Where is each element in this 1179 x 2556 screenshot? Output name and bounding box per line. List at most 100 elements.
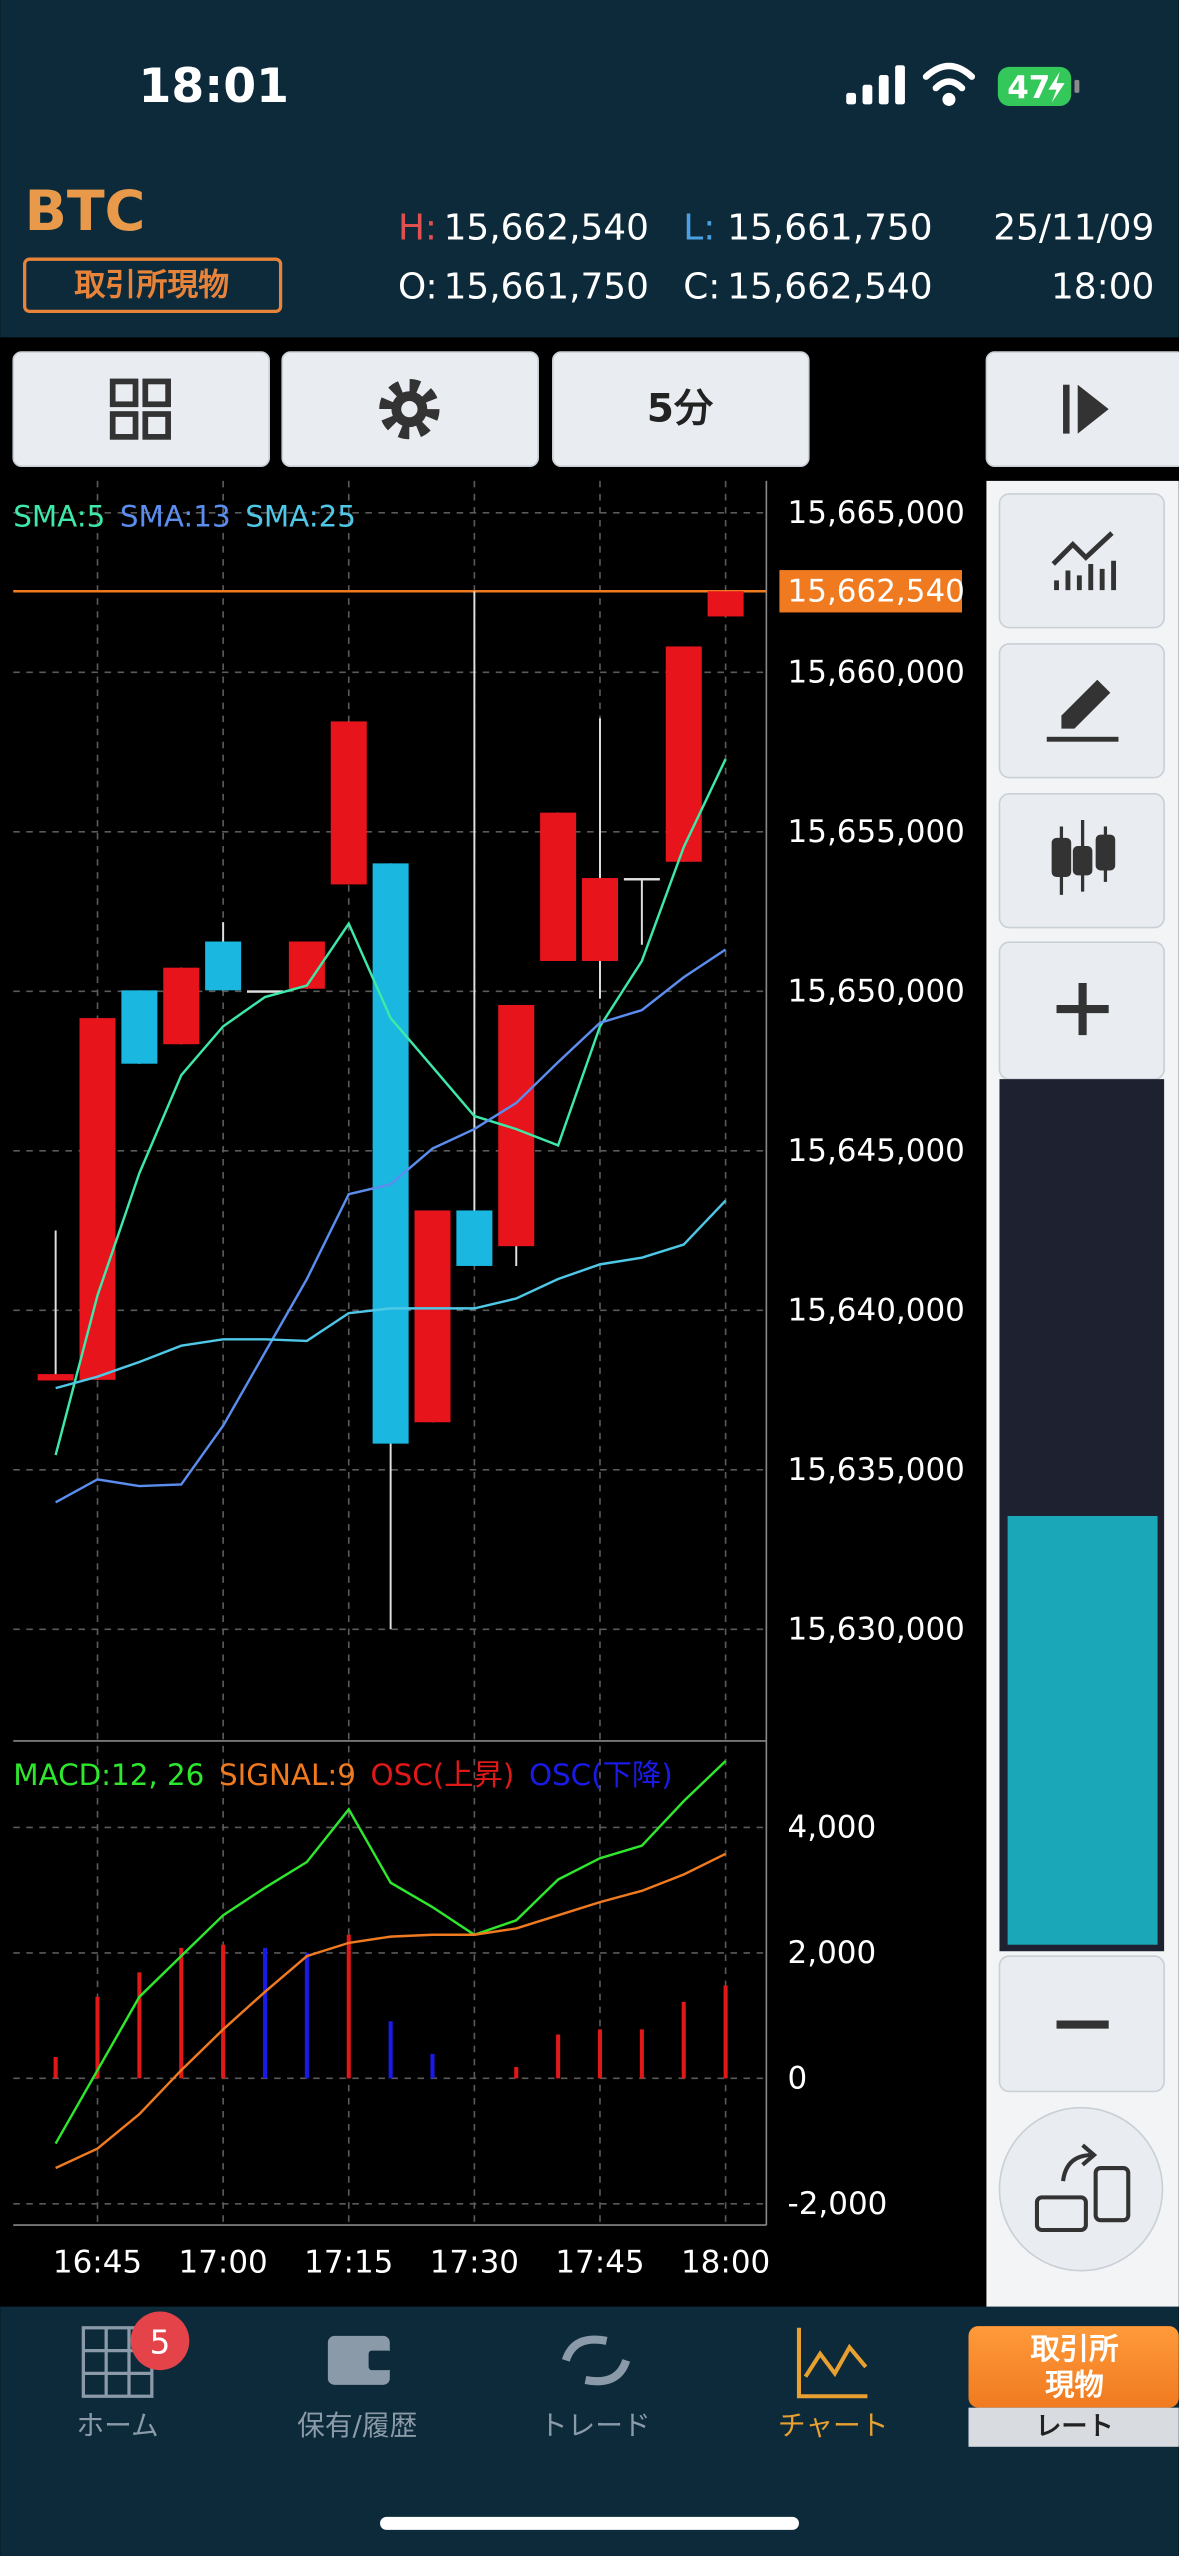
wifi-icon <box>922 62 976 106</box>
rate-button-line: 現物 <box>1045 2368 1104 2402</box>
legend-entry: OSC(下降) <box>529 1758 673 1792</box>
rate-button-label: レート <box>1035 2412 1113 2442</box>
legend-entry: SMA:13 <box>120 500 231 534</box>
last-price-label: 15,662,540 <box>788 573 965 609</box>
battery-level: 47 <box>1007 70 1050 106</box>
indicator-icon <box>1051 531 1117 591</box>
open-value: 15,661,750 <box>444 266 649 307</box>
candle-body <box>540 812 577 961</box>
candle-body <box>288 941 325 989</box>
nav-trade[interactable]: トレード <box>540 2409 651 2442</box>
chart-area: 16:45 17:00 17:15 17:30 17:45 18:00 15,630,000… <box>13 480 965 2281</box>
series-line <box>55 1852 727 2170</box>
y-tick-label: 15,660,000 <box>788 654 965 690</box>
rate-button-line: 取引所 <box>1030 2332 1118 2366</box>
pencil-icon <box>1061 679 1111 729</box>
high-label: H: <box>398 208 437 249</box>
badge-count: 5 <box>150 2323 171 2361</box>
series-line <box>54 758 727 1456</box>
nav-chart[interactable]: チャート <box>778 2409 889 2442</box>
candle-body <box>121 990 158 1064</box>
candle-body <box>163 967 200 1045</box>
candle-body <box>414 1210 451 1423</box>
rotate-button[interactable] <box>998 2106 1164 2272</box>
layout-icon <box>109 378 171 440</box>
y-tick-label: 2,000 <box>788 1935 877 1971</box>
x-tick-label: 17:00 <box>179 2245 268 2281</box>
signal-icon <box>846 65 905 105</box>
y-tick-label: 15,665,000 <box>788 495 965 531</box>
y-tick-label: 15,655,000 <box>788 814 965 850</box>
y-tick-label: 0 <box>788 2060 808 2096</box>
candle-body <box>37 1374 74 1381</box>
play-icon <box>1077 384 1109 434</box>
market-badge <box>23 257 283 313</box>
y-tick-label: 15,630,000 <box>788 1611 965 1647</box>
y-tick-label: -2,000 <box>788 2186 888 2222</box>
rate-button[interactable] <box>968 2326 1179 2408</box>
candle-body <box>707 591 744 617</box>
candle-body <box>456 1210 493 1266</box>
x-tick-label: 16:45 <box>53 2245 142 2281</box>
chart-icon <box>796 2327 868 2399</box>
nav-home[interactable]: ホーム <box>76 2409 158 2442</box>
layout-button[interactable] <box>12 351 270 468</box>
candle-body <box>247 990 284 993</box>
candle-body <box>330 721 367 885</box>
battery-icon <box>997 66 1072 106</box>
clock: 18:01 <box>139 59 289 114</box>
candle-body <box>665 646 702 862</box>
close-value: 15,662,540 <box>727 266 932 307</box>
legend-entry: SIGNAL:9 <box>219 1758 356 1792</box>
candle-body <box>581 878 618 961</box>
trade-icon <box>561 2335 631 2386</box>
y-tick-label: 15,650,000 <box>788 973 965 1009</box>
candle-body <box>372 863 409 1444</box>
rotate-icon <box>1034 2143 1131 2233</box>
nav-history[interactable]: 保有/履歴 <box>297 2409 417 2442</box>
symbol: BTC <box>25 180 146 244</box>
close-label: C: <box>683 266 720 307</box>
settings-gear-hole <box>401 401 418 418</box>
candle-body <box>623 878 660 881</box>
candle-body <box>205 941 242 991</box>
date: 25/11/09 <box>993 208 1154 249</box>
y-tick-label: 4,000 <box>788 1809 877 1845</box>
legend-entry: SMA:25 <box>245 500 356 534</box>
series-line <box>54 1760 727 2145</box>
market-label: 取引所現物 <box>74 267 229 303</box>
open-label: O: <box>398 266 438 307</box>
badge <box>130 2311 190 2371</box>
rate-button-base <box>968 2407 1179 2447</box>
x-tick-label: 18:00 <box>681 2245 770 2281</box>
y-tick-label: 15,645,000 <box>788 1133 965 1169</box>
wallet-icon <box>327 2335 392 2385</box>
play-bar <box>1063 384 1070 434</box>
y-tick-label: 15,635,000 <box>788 1452 965 1488</box>
x-tick-label: 17:30 <box>430 2245 519 2281</box>
interval-button[interactable] <box>552 351 810 468</box>
interval-label: 5分 <box>647 387 714 432</box>
time: 18:00 <box>1051 266 1154 307</box>
y-tick-label: 15,640,000 <box>788 1292 965 1328</box>
plus-icon <box>1056 982 1109 1036</box>
candle-body <box>79 1018 116 1380</box>
series-line <box>55 948 727 1504</box>
battery-cap <box>1074 79 1080 93</box>
home-indicator <box>380 2516 799 2530</box>
legend-entry: OSC(上昇) <box>371 1758 515 1792</box>
pencil-line <box>1046 736 1119 742</box>
x-tick-label: 17:15 <box>304 2245 393 2281</box>
legend-entry: SMA:5 <box>13 500 105 534</box>
indicator-button[interactable] <box>998 493 1165 629</box>
header-background <box>0 0 1179 338</box>
candle-icon <box>1051 819 1116 895</box>
zoom-level <box>1007 1515 1158 1945</box>
last-price-box <box>779 570 962 613</box>
settings-gear-teeth <box>379 378 440 440</box>
legend-entry: MACD:12, 26 <box>13 1758 204 1792</box>
high-value: 15,662,540 <box>444 208 649 249</box>
